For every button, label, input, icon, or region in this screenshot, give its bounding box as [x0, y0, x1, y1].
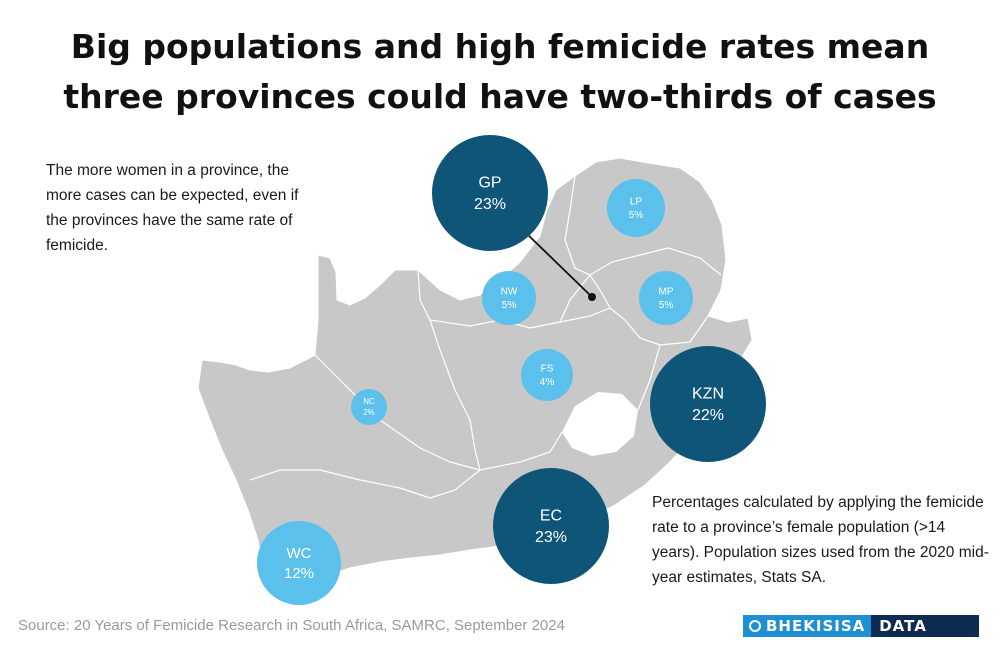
bubble-nw: NW 5%: [482, 271, 536, 325]
bubble-circle-mp: [639, 271, 693, 325]
bubble-value-kzn: 22%: [692, 407, 724, 424]
source-credit: Source: 20 Years of Femicide Research in…: [18, 617, 565, 634]
logo-text-2: DATA: [879, 617, 927, 635]
bubble-value-fs: 4%: [540, 377, 555, 388]
bubble-value-wc: 12%: [284, 565, 314, 582]
province-borders: [249, 175, 722, 499]
title-line-1: Big populations and high femicide rates …: [70, 27, 930, 66]
title-line-2: three provinces could have two-thirds of…: [63, 77, 937, 116]
methodology-note: Percentages calculated by applying the f…: [652, 494, 989, 586]
bubble-value-nw: 5%: [502, 300, 517, 311]
bubble-code-nc: NC: [363, 397, 375, 406]
bubble-code-fs: FS: [541, 364, 554, 375]
bubble-value-gp: 23%: [474, 196, 506, 213]
page-title: Big populations and high femicide rates …: [0, 22, 1000, 122]
bubble-code-wc: WC: [287, 545, 312, 562]
bubble-nc: NC 2%: [351, 389, 387, 425]
bubble-circle-gp: [432, 135, 548, 251]
bubble-value-mp: 5%: [659, 300, 674, 311]
bubble-value-ec: 23%: [535, 529, 567, 546]
bubble-circle-wc: [257, 521, 341, 605]
bubble-code-kzn: KZN: [692, 385, 724, 402]
explanatory-note: The more women in a province, the more c…: [46, 162, 299, 254]
bubble-value-lp: 5%: [629, 210, 644, 221]
bubble-code-mp: MP: [659, 287, 674, 298]
bubble-circle-lp: [607, 179, 665, 237]
bhekisisa-data-logo: BHEKISISA DATA: [743, 615, 979, 637]
bubble-gp: GP 23%: [432, 135, 548, 251]
bubble-fs: FS 4%: [521, 349, 573, 401]
gp-location-dot: [588, 293, 596, 301]
bubble-circle-fs: [521, 349, 573, 401]
bubble-code-lp: LP: [630, 197, 643, 208]
bubble-code-ec: EC: [540, 507, 562, 524]
logo-text-1: BHEKISISA: [766, 617, 866, 635]
bubble-circle-nc: [351, 389, 387, 425]
bubble-ec: EC 23%: [493, 468, 609, 584]
bubble-code-nw: NW: [501, 287, 518, 298]
bubble-circle-kzn: [650, 346, 766, 462]
bubble-circle-ec: [493, 468, 609, 584]
bubble-mp: MP 5%: [639, 271, 693, 325]
bubble-circle-nw: [482, 271, 536, 325]
bubble-lp: LP 5%: [607, 179, 665, 237]
magnifier-icon: [749, 620, 761, 632]
lesotho: [562, 392, 638, 456]
bubble-code-gp: GP: [478, 174, 501, 191]
bubble-kzn: KZN 22%: [650, 346, 766, 462]
bubble-value-nc: 2%: [363, 408, 375, 417]
gp-leader-line: [524, 231, 593, 298]
bubble-wc: WC 12%: [257, 521, 341, 605]
